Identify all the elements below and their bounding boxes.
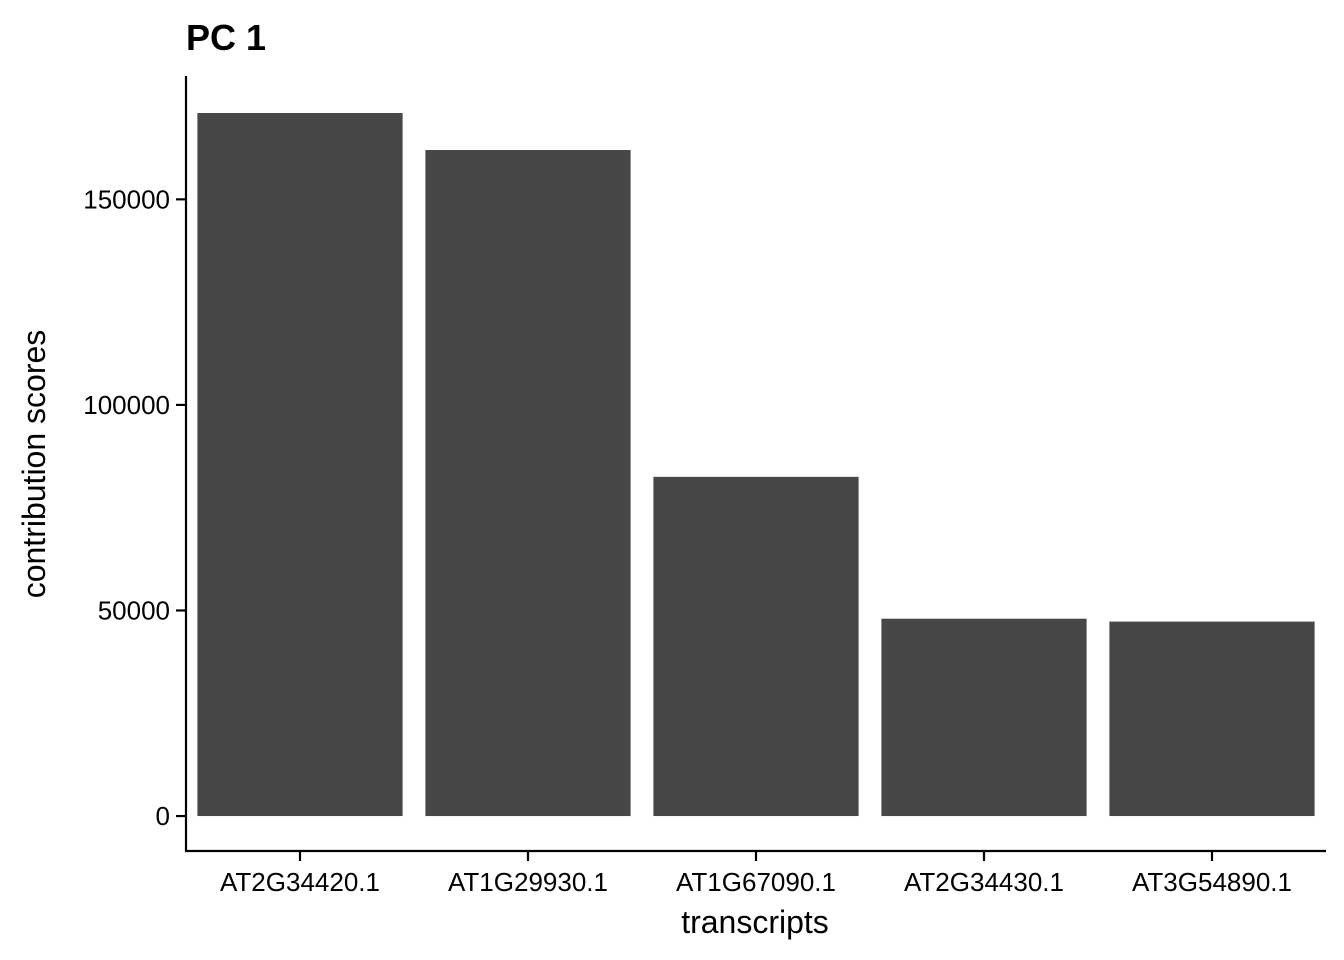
x-tick-label: AT2G34430.1: [904, 867, 1064, 897]
y-axis-ticks: 0 50000 100000 150000: [83, 184, 186, 831]
y-tick-label: 150000: [83, 184, 170, 214]
y-tick-label: 50000: [98, 595, 170, 625]
x-tick-label: AT1G29930.1: [448, 867, 608, 897]
x-tick-label: AT2G34420.1: [220, 867, 380, 897]
y-tick-label: 0: [156, 801, 170, 831]
chart-title: PC 1: [186, 17, 266, 58]
bars-group: [197, 113, 1315, 817]
bar-AT1G67090.1: [653, 476, 859, 817]
bar-AT2G34420.1: [197, 113, 403, 817]
x-axis-ticks: AT2G34420.1 AT1G29930.1 AT1G67090.1 AT2G344…: [220, 851, 1292, 897]
bar-AT2G34430.1: [881, 618, 1087, 817]
y-tick-label: 100000: [83, 390, 170, 420]
x-tick-label: AT1G67090.1: [676, 867, 836, 897]
x-tick-label: AT3G54890.1: [1132, 867, 1292, 897]
y-axis-title: contribution scores: [16, 330, 52, 599]
bar-AT3G54890.1: [1109, 621, 1315, 817]
x-axis-title: transcripts: [681, 904, 829, 940]
bar-AT1G29930.1: [425, 150, 631, 817]
